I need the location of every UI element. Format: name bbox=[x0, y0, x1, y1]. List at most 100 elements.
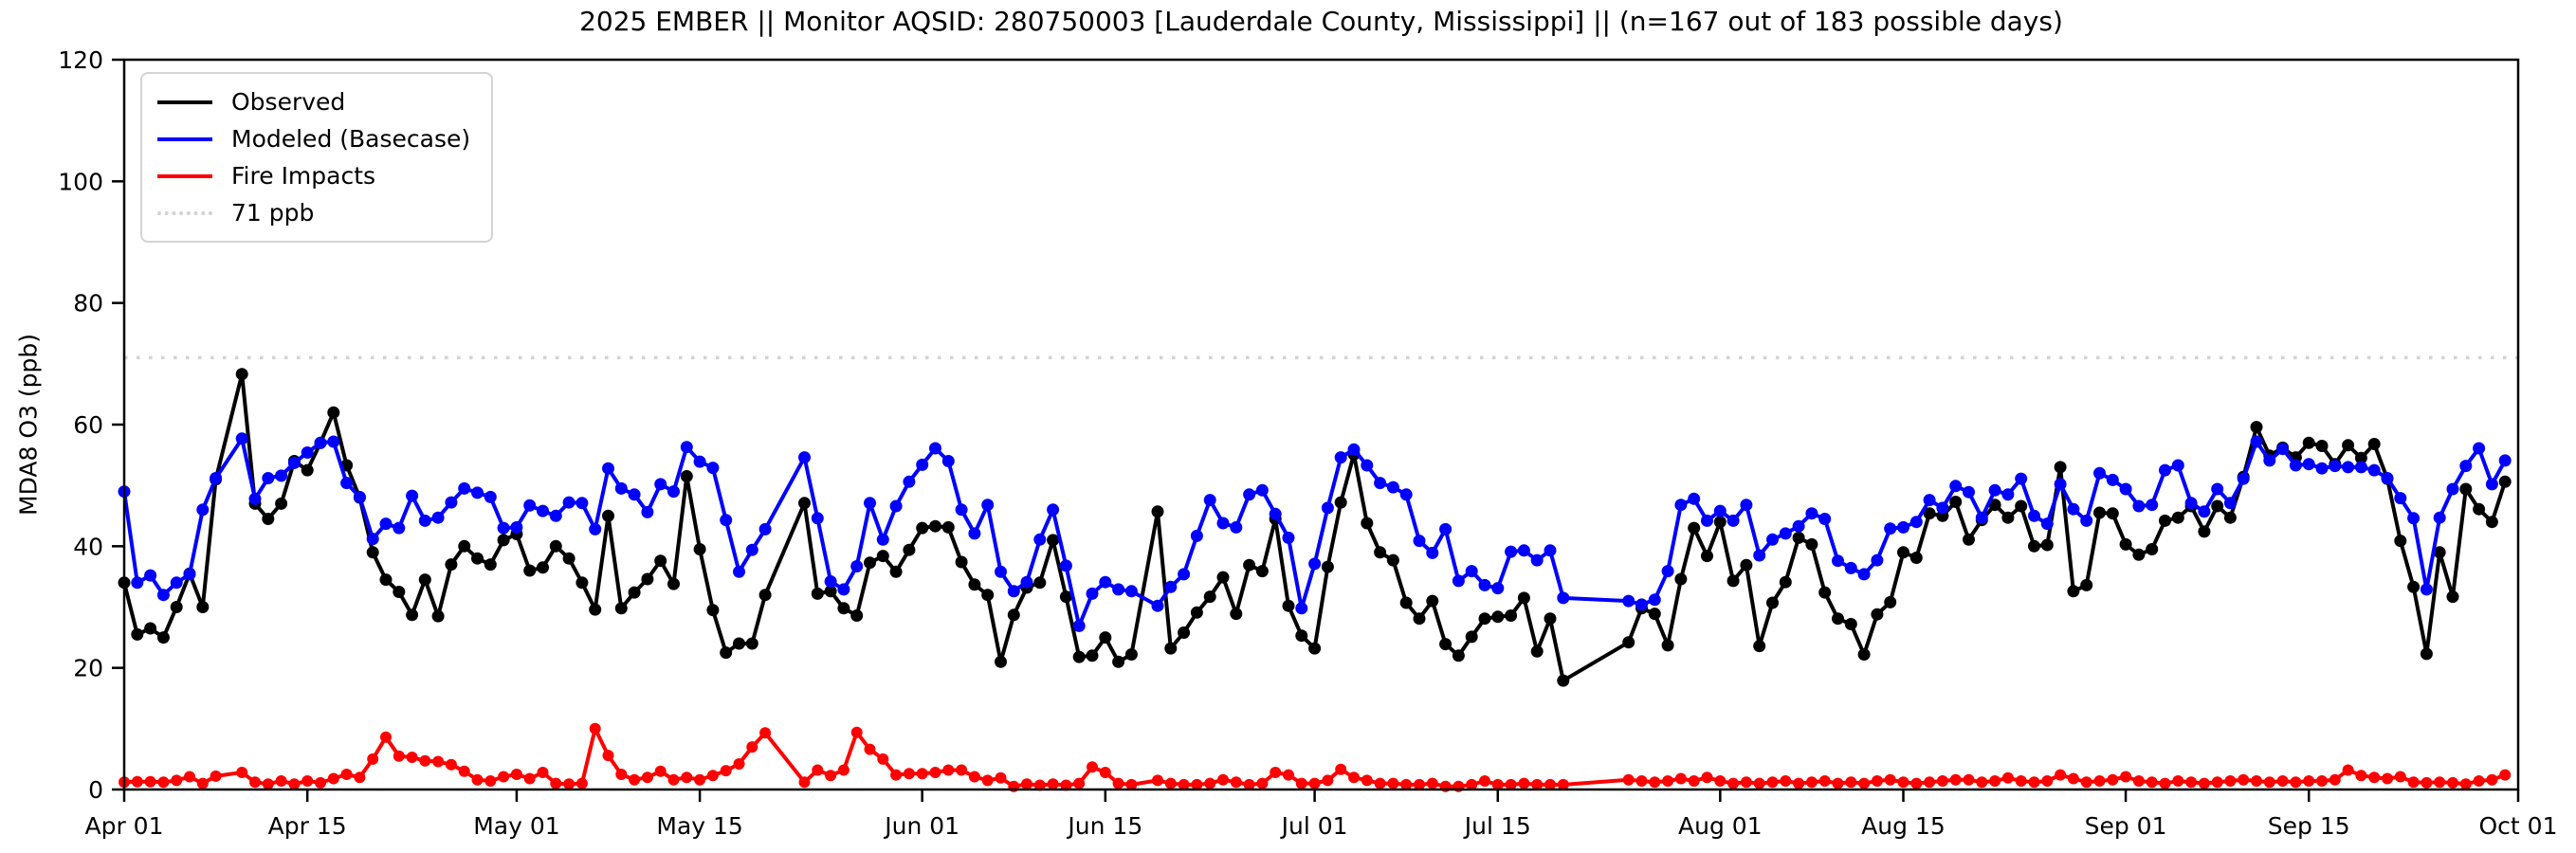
data-point bbox=[523, 564, 537, 577]
data-point bbox=[184, 771, 195, 783]
x-tick-label: May 15 bbox=[656, 812, 742, 840]
data-point bbox=[903, 768, 915, 780]
data-point bbox=[1361, 459, 1374, 472]
data-point bbox=[890, 769, 903, 781]
data-point bbox=[2119, 537, 2132, 551]
data-point bbox=[1857, 648, 1871, 661]
data-point bbox=[2302, 436, 2315, 449]
data-point bbox=[981, 774, 994, 787]
data-point bbox=[1805, 537, 1818, 551]
data-point bbox=[2198, 777, 2210, 789]
data-point bbox=[431, 609, 445, 623]
data-point bbox=[733, 565, 745, 578]
data-point bbox=[1269, 507, 1282, 520]
data-point bbox=[1255, 483, 1269, 497]
data-point bbox=[2132, 548, 2146, 561]
data-point bbox=[1335, 763, 1347, 775]
y-tick-label: 40 bbox=[73, 533, 103, 560]
data-point bbox=[131, 576, 144, 590]
data-point bbox=[2224, 775, 2237, 787]
data-point bbox=[2302, 458, 2315, 471]
data-point bbox=[1910, 777, 1923, 789]
data-point bbox=[1805, 507, 1818, 520]
data-point bbox=[1897, 520, 1909, 534]
legend-item-observed: Observed bbox=[157, 83, 470, 120]
data-point bbox=[720, 765, 732, 777]
data-point bbox=[903, 543, 916, 556]
data-point bbox=[563, 778, 575, 790]
x-tick-label: May 01 bbox=[473, 812, 559, 840]
data-point bbox=[1491, 610, 1505, 624]
data-point bbox=[929, 442, 941, 455]
data-point bbox=[2263, 776, 2275, 789]
data-point bbox=[1112, 583, 1125, 596]
data-point bbox=[537, 561, 549, 574]
data-point bbox=[1072, 619, 1086, 632]
data-point bbox=[2433, 546, 2446, 559]
data-point bbox=[602, 509, 614, 522]
data-point bbox=[589, 722, 601, 735]
y-tick-label: 60 bbox=[73, 411, 103, 439]
data-point bbox=[406, 608, 419, 622]
data-point bbox=[2354, 451, 2367, 464]
data-point bbox=[1897, 776, 1909, 789]
data-point bbox=[1426, 777, 1438, 789]
data-point bbox=[2446, 590, 2459, 604]
data-point bbox=[1818, 513, 1832, 525]
data-point bbox=[1845, 776, 1857, 789]
chart-title: 2025 EMBER || Monitor AQSID: 280750003 [… bbox=[579, 6, 2063, 37]
data-point bbox=[419, 754, 431, 767]
data-point bbox=[1701, 514, 1713, 527]
data-point bbox=[929, 519, 941, 533]
data-point bbox=[1688, 492, 1701, 505]
data-point bbox=[458, 765, 470, 777]
data-point bbox=[1203, 494, 1216, 507]
x-tick-label: Oct 01 bbox=[2479, 812, 2558, 840]
data-point bbox=[1452, 649, 1465, 662]
data-point bbox=[445, 558, 458, 572]
data-point bbox=[431, 511, 445, 524]
data-point bbox=[510, 520, 523, 534]
data-point bbox=[2290, 776, 2302, 789]
data-point bbox=[1753, 549, 1766, 562]
data-point bbox=[1426, 594, 1439, 608]
data-point bbox=[340, 477, 354, 490]
data-point bbox=[916, 768, 928, 780]
data-point bbox=[968, 771, 980, 783]
data-point bbox=[2198, 505, 2211, 518]
data-point bbox=[2446, 482, 2459, 496]
data-point bbox=[1832, 554, 1844, 568]
data-point bbox=[706, 604, 720, 617]
data-point bbox=[2394, 535, 2407, 548]
data-point bbox=[1517, 591, 1530, 605]
data-point bbox=[471, 552, 484, 565]
data-point bbox=[1674, 499, 1688, 512]
data-point bbox=[2316, 775, 2328, 787]
legend-label-modeled: Modeled (Basecase) bbox=[231, 125, 471, 153]
data-point bbox=[1479, 775, 1490, 787]
data-point bbox=[2080, 776, 2092, 789]
data-point bbox=[2355, 770, 2367, 782]
data-point bbox=[850, 560, 864, 572]
data-point bbox=[144, 775, 156, 788]
data-point bbox=[2485, 478, 2498, 491]
data-point bbox=[2184, 497, 2198, 510]
data-point bbox=[2015, 775, 2027, 787]
data-point bbox=[1518, 777, 1530, 789]
data-point bbox=[2106, 473, 2119, 486]
data-point bbox=[1178, 568, 1191, 581]
data-point bbox=[1243, 488, 1256, 501]
data-point bbox=[1871, 608, 1884, 621]
data-point bbox=[2303, 775, 2315, 787]
data-point bbox=[2420, 647, 2433, 661]
data-point bbox=[602, 750, 614, 762]
data-point bbox=[641, 572, 654, 586]
data-point bbox=[1975, 511, 1988, 524]
data-point bbox=[1125, 778, 1138, 790]
data-point bbox=[2001, 511, 2015, 524]
data-point bbox=[2028, 539, 2040, 553]
data-point bbox=[484, 775, 497, 787]
data-point bbox=[2498, 475, 2512, 488]
data-point bbox=[1622, 594, 1635, 608]
data-point bbox=[523, 499, 537, 512]
